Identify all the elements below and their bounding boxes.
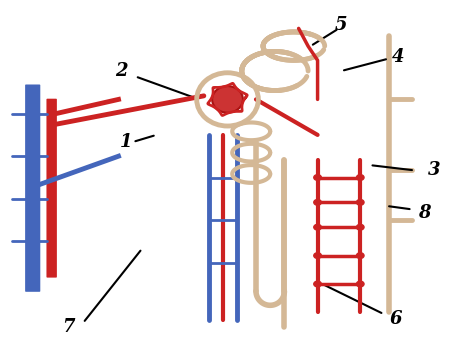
- Text: 8: 8: [418, 204, 430, 222]
- Text: 7: 7: [63, 318, 75, 335]
- Circle shape: [314, 253, 321, 258]
- Circle shape: [356, 200, 364, 205]
- Text: 3: 3: [428, 162, 440, 179]
- Ellipse shape: [212, 86, 243, 113]
- Text: 4: 4: [392, 48, 404, 66]
- Text: 1: 1: [119, 133, 132, 151]
- Circle shape: [314, 224, 321, 230]
- Circle shape: [314, 200, 321, 205]
- Text: 6: 6: [390, 311, 402, 328]
- Circle shape: [314, 175, 321, 180]
- Circle shape: [356, 281, 364, 287]
- Text: 5: 5: [335, 16, 347, 34]
- Circle shape: [356, 224, 364, 230]
- FancyBboxPatch shape: [46, 99, 57, 278]
- Circle shape: [356, 253, 364, 258]
- FancyBboxPatch shape: [25, 84, 40, 292]
- Circle shape: [356, 175, 364, 180]
- Circle shape: [314, 281, 321, 287]
- Text: 2: 2: [115, 62, 127, 80]
